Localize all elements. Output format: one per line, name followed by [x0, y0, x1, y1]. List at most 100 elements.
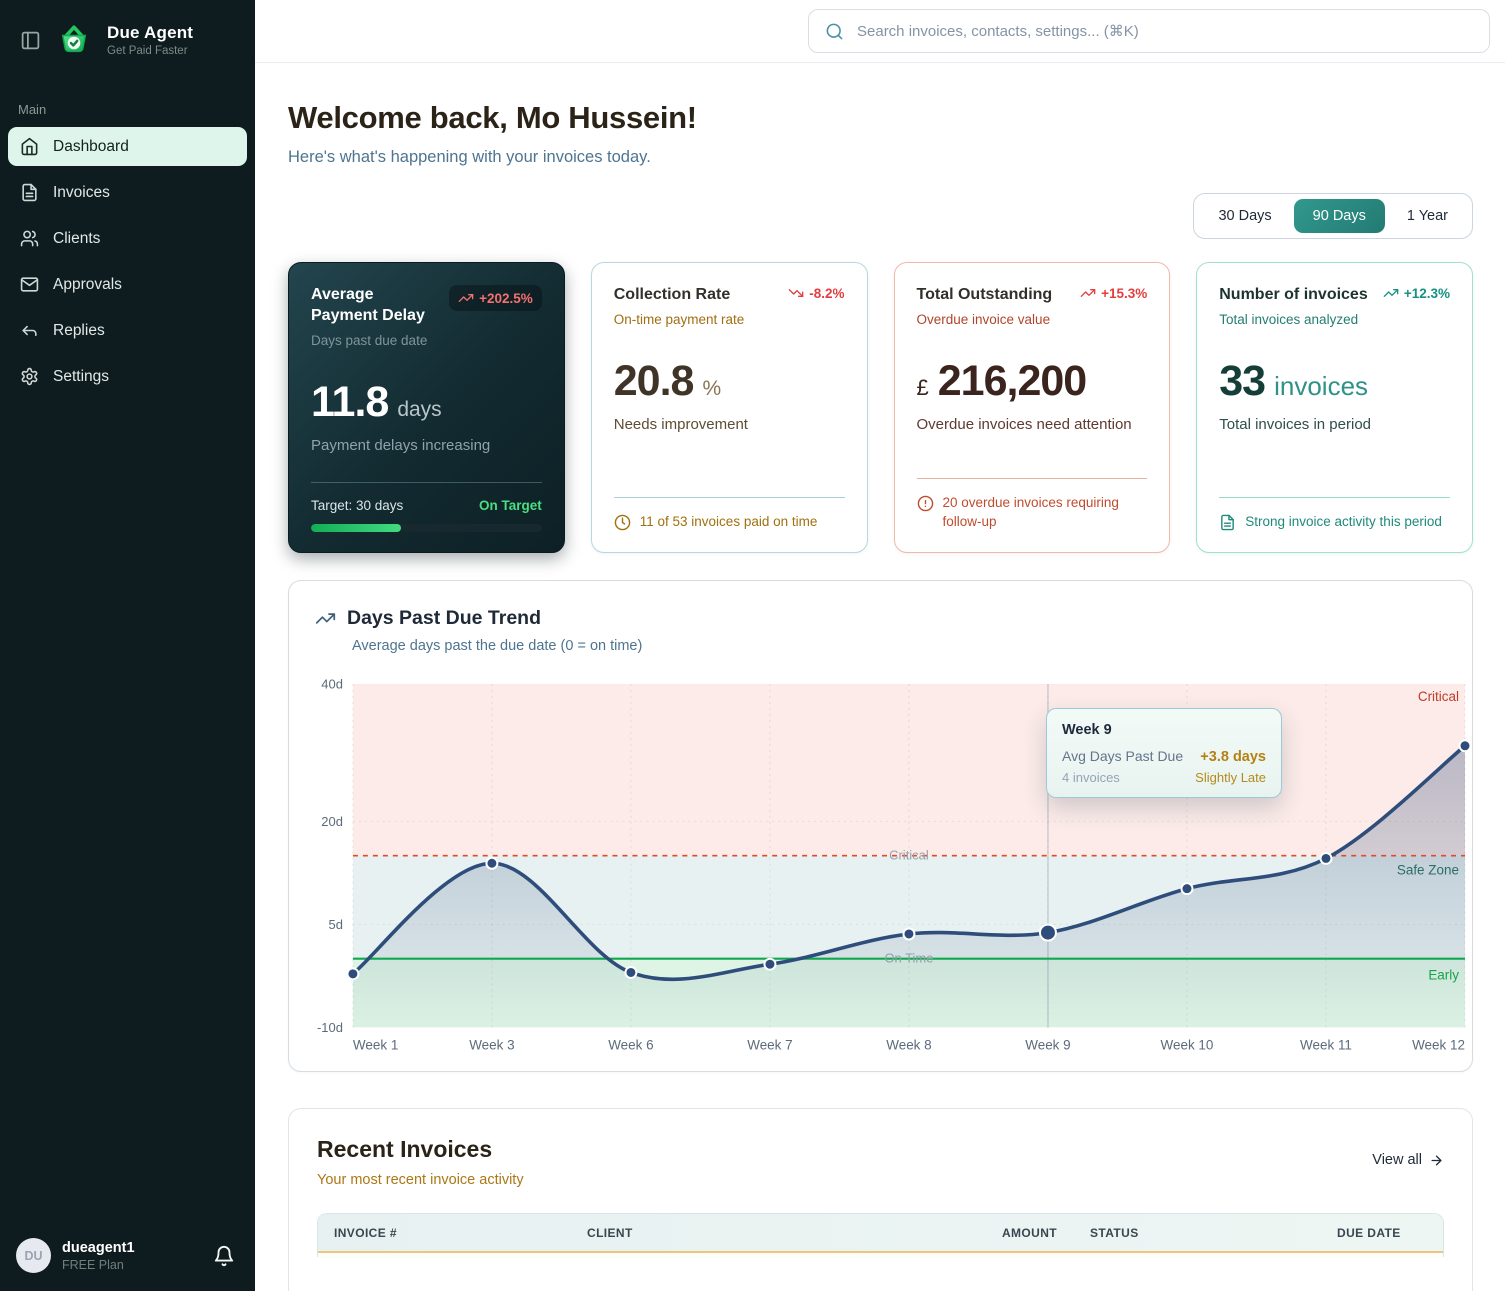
range-30-days-button[interactable]: 30 Days: [1199, 199, 1290, 233]
invoices-table-header: INVOICE # CLIENT AMOUNT STATUS DUE DATE: [318, 1214, 1443, 1252]
sidebar-item-label: Settings: [53, 367, 110, 385]
alert-circle-icon: [917, 495, 934, 512]
sidebar-item-invoices[interactable]: Invoices: [8, 173, 247, 212]
svg-text:Safe Zone: Safe Zone: [1397, 863, 1459, 878]
svg-text:5d: 5d: [328, 917, 342, 932]
sidebar-item-replies[interactable]: Replies: [8, 311, 247, 350]
stat-subtitle: Total invoices analyzed: [1219, 311, 1359, 327]
currency-symbol: £: [916, 374, 929, 400]
stat-footer-text: 11 of 53 invoices paid on time: [639, 514, 818, 530]
view-all-link[interactable]: View all: [1372, 1152, 1444, 1168]
column-status: STATUS: [1090, 1225, 1139, 1240]
file-text-icon: [20, 183, 39, 202]
user-plan-badge: FREE Plan: [62, 1257, 124, 1272]
date-range-toggle: 30 Days 90 Days 1 Year: [1193, 193, 1473, 239]
dashboard-content: Welcome back, Mo Hussein! Here's what's …: [255, 63, 1505, 1291]
stat-card-number-of-invoices[interactable]: Number of invoices Total invoices analyz…: [1196, 262, 1473, 553]
gear-icon: [20, 367, 39, 386]
trending-up-icon: [315, 608, 336, 629]
stat-value: 11.8: [311, 377, 389, 426]
invoices-table: INVOICE # CLIENT AMOUNT STATUS DUE DATE: [317, 1213, 1444, 1258]
divider: [311, 482, 542, 483]
recent-invoices-title: Recent Invoices: [317, 1136, 493, 1163]
stat-card-collection-rate[interactable]: Collection Rate On-time payment rate -8.…: [590, 262, 868, 553]
range-1-year-button[interactable]: 1 Year: [1388, 199, 1467, 233]
search-icon: [825, 22, 844, 41]
app-logo-basket-icon: [54, 20, 94, 60]
tooltip-status: Slightly Late: [1195, 770, 1266, 785]
trend-value: +202.5%: [479, 290, 533, 306]
days-past-due-chart[interactable]: 40d 20d 5d -10d Week 1 Week 3 Week 6 Week 7 Week…: [289, 676, 1472, 1057]
column-invoice-number: INVOICE #: [334, 1225, 397, 1240]
sidebar-item-label: Clients: [53, 229, 101, 247]
svg-text:Week 11: Week 11: [1300, 1037, 1352, 1052]
bell-icon[interactable]: [213, 1245, 235, 1267]
trend-value: -8.2%: [809, 285, 845, 301]
trending-down-icon: [788, 285, 804, 301]
column-amount: AMOUNT: [1001, 1225, 1057, 1240]
svg-text:Week 12: Week 12: [1412, 1037, 1465, 1052]
table-row[interactable]: [318, 1251, 1443, 1258]
tooltip-invoices: 4 invoices: [1062, 770, 1120, 785]
svg-text:-10d: -10d: [317, 1020, 343, 1035]
clock-icon: [614, 514, 631, 531]
stat-card-total-outstanding[interactable]: Total Outstanding Overdue invoice value …: [893, 262, 1171, 553]
trend-value: +15.3%: [1101, 285, 1148, 301]
trending-up-icon: [458, 290, 474, 306]
page-title: Welcome back, Mo Hussein!: [288, 100, 697, 135]
recent-invoices-card: Recent Invoices Your most recent invoice…: [288, 1108, 1473, 1291]
sidebar-section-label: Main: [18, 102, 47, 117]
search-input[interactable]: [857, 22, 1473, 40]
range-90-days-button[interactable]: 90 Days: [1293, 199, 1385, 233]
avatar: DU: [16, 1238, 51, 1273]
sidebar-item-dashboard[interactable]: Dashboard: [8, 127, 247, 166]
trending-up-icon: [1080, 285, 1096, 301]
stat-footer-text: Strong invoice activity this period: [1245, 514, 1442, 530]
stat-subtitle: On-time payment rate: [613, 311, 745, 327]
sidebar-item-clients[interactable]: Clients: [8, 219, 247, 258]
arrow-right-icon: [1429, 1153, 1444, 1168]
trend-badge: +202.5%: [449, 285, 542, 311]
app-logo-text: Due Agent Get Paid Faster: [107, 23, 193, 57]
stat-unit: days: [397, 397, 442, 421]
stat-footer-text: 20 overdue invoices requiring follow-up: [942, 495, 1119, 530]
target-progress-bar: [311, 524, 542, 532]
sidebar-item-label: Approvals: [53, 275, 122, 293]
svg-text:Week 6: Week 6: [608, 1037, 653, 1052]
topbar: [255, 0, 1505, 63]
home-icon: [20, 137, 39, 156]
global-search[interactable]: [808, 9, 1490, 53]
divider: [916, 478, 1148, 480]
svg-text:Week 8: Week 8: [886, 1037, 931, 1052]
svg-text:Critical: Critical: [1418, 689, 1459, 704]
chart-title: Days Past Due Trend: [347, 607, 541, 629]
stat-unit: invoices: [1274, 370, 1369, 401]
tooltip-metric-value: +3.8 days: [1200, 749, 1266, 765]
divider: [613, 497, 845, 499]
target-status: On Target: [478, 498, 542, 513]
stat-cards: Average Payment Delay Days past due date…: [288, 262, 1473, 553]
chart-subtitle: Average days past the due date (0 = on t…: [352, 638, 643, 654]
sidebar-user[interactable]: DU dueagent1 FREE Plan: [0, 1224, 255, 1291]
svg-text:Week 3: Week 3: [469, 1037, 514, 1052]
main-area: Welcome back, Mo Hussein! Here's what's …: [255, 0, 1505, 1291]
trend-value: +12.3%: [1403, 285, 1450, 301]
sidebar-item-settings[interactable]: Settings: [8, 357, 247, 396]
stat-description: Overdue invoices need attention: [916, 415, 1132, 433]
trend-badge: +12.3%: [1383, 285, 1450, 301]
stat-title: Collection Rate: [613, 286, 731, 303]
svg-text:Early: Early: [1428, 968, 1459, 983]
divider: [1219, 497, 1450, 499]
stat-value: 216,200: [937, 356, 1087, 405]
sidebar-header: Due Agent Get Paid Faster: [0, 0, 255, 72]
tooltip-metric-label: Avg Days Past Due: [1062, 748, 1184, 764]
panel-left-icon[interactable]: [20, 30, 41, 51]
stat-subtitle: Days past due date: [311, 332, 428, 348]
sidebar-item-approvals[interactable]: Approvals: [8, 265, 247, 304]
stat-card-average-payment-delay[interactable]: Average Payment Delay Days past due date…: [288, 262, 565, 553]
sidebar-nav: Dashboard Invoices Clients Approvals Rep…: [0, 127, 255, 396]
target-label: Target: 30 days: [311, 498, 404, 513]
stat-title: Total Outstanding: [916, 286, 1053, 303]
svg-text:Week 1: Week 1: [353, 1037, 398, 1052]
stat-value: 33: [1219, 356, 1266, 405]
